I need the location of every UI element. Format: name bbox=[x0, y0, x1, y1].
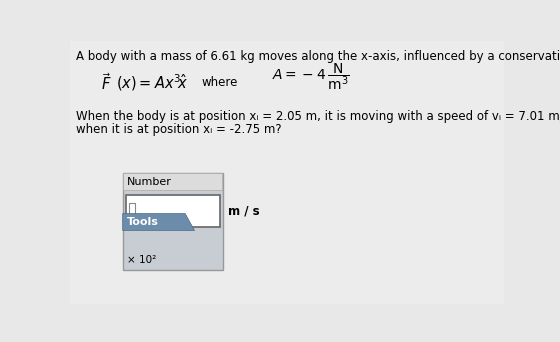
FancyBboxPatch shape bbox=[123, 173, 223, 270]
FancyBboxPatch shape bbox=[123, 173, 222, 190]
Polygon shape bbox=[123, 213, 194, 231]
Text: $\vec{F}$: $\vec{F}$ bbox=[101, 72, 111, 93]
Text: when it is at position xᵢ = -2.75 m?: when it is at position xᵢ = -2.75 m? bbox=[76, 123, 282, 136]
Text: $A = -4\,\dfrac{\mathrm{N}}{\mathrm{m}^3}$: $A = -4\,\dfrac{\mathrm{N}}{\mathrm{m}^3… bbox=[272, 61, 349, 92]
Text: where: where bbox=[202, 76, 238, 89]
Text: Number: Number bbox=[127, 177, 172, 187]
FancyBboxPatch shape bbox=[126, 195, 220, 227]
Text: A body with a mass of 6.61 kg moves along the x-axis, influenced by a conservati: A body with a mass of 6.61 kg moves alon… bbox=[76, 50, 560, 63]
Text: m / s: m / s bbox=[228, 205, 260, 218]
Text: × 10²: × 10² bbox=[127, 255, 157, 265]
Text: Tools: Tools bbox=[127, 217, 159, 227]
FancyBboxPatch shape bbox=[129, 203, 135, 221]
FancyBboxPatch shape bbox=[70, 41, 504, 304]
Text: When the body is at position xᵢ = 2.05 m, it is moving with a speed of vᵢ = 7.01: When the body is at position xᵢ = 2.05 m… bbox=[76, 110, 560, 123]
Text: $\hat{x}$: $\hat{x}$ bbox=[177, 73, 188, 92]
Text: $(x) = Ax^3$: $(x) = Ax^3$ bbox=[116, 72, 181, 93]
